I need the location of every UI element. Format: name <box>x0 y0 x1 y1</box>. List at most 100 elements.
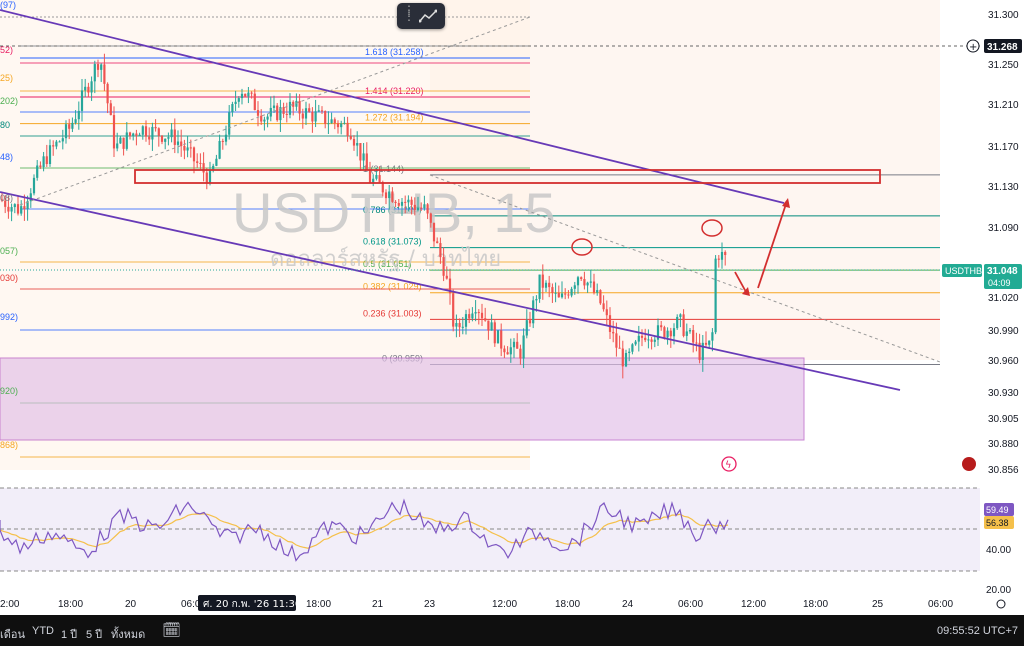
rsi-line <box>0 498 729 562</box>
candle-body <box>64 124 68 139</box>
candle-body <box>676 316 679 329</box>
candle-body <box>413 204 416 211</box>
candle-body <box>349 136 352 139</box>
candle-body <box>13 204 16 208</box>
calendar-icon[interactable]: 🗓 <box>162 621 182 639</box>
candle-body <box>80 90 84 111</box>
candle-body <box>605 309 608 316</box>
candle-body <box>173 129 176 145</box>
candle-body <box>48 145 52 165</box>
candle-body <box>96 64 100 70</box>
candle-body <box>247 92 250 97</box>
candle-body <box>644 337 647 341</box>
range-all[interactable]: ทั้งหมด <box>111 629 146 641</box>
rsi-signal-line <box>0 513 729 549</box>
fib-level-label: 1.618 (31.258) <box>365 47 424 57</box>
candle-body <box>29 193 32 202</box>
candle-body <box>711 332 714 341</box>
candle-body <box>196 161 199 163</box>
candle-body <box>628 351 631 353</box>
candle-body <box>55 141 58 147</box>
candle-body <box>199 162 202 164</box>
us-flag-icon <box>962 457 976 471</box>
x-tick-label: 25 <box>872 599 884 610</box>
candle-body <box>493 322 496 344</box>
candle-body <box>237 98 240 102</box>
y-tick-label: 31.090 <box>988 223 1019 234</box>
range-5y[interactable]: 5 ปี <box>86 629 103 641</box>
candle-body <box>192 147 196 162</box>
candle-body <box>298 100 301 114</box>
candle-body <box>592 281 596 293</box>
candle-body <box>352 138 356 146</box>
candle-body <box>279 107 282 121</box>
candle-body <box>544 282 548 288</box>
drawing-toolbar-button[interactable]: ⋮ ⋮ <box>397 3 445 29</box>
candle-body <box>23 206 26 209</box>
candle-body <box>84 86 87 91</box>
candle-body <box>170 129 173 138</box>
x-tick-label: 12:00 <box>741 599 766 610</box>
candle-body <box>218 140 221 159</box>
candle-body <box>455 323 458 327</box>
candle-body <box>640 335 644 338</box>
candle-body <box>720 251 724 260</box>
candle-body <box>253 93 256 111</box>
candle-body <box>474 312 477 314</box>
candle-body <box>32 177 36 194</box>
candle-body <box>42 156 45 168</box>
price-chart[interactable]: 1.618 (31.258)1.414 (31.220)1.272 (31.19… <box>0 0 1024 615</box>
x-tick-label: 20 <box>125 599 137 610</box>
rsi-tick-label: 20.00 <box>986 585 1011 596</box>
candle-body <box>458 323 461 328</box>
candle-body <box>330 119 333 124</box>
candle-body <box>445 275 448 279</box>
candle-body <box>525 320 528 336</box>
candle-body <box>282 107 285 114</box>
candle-body <box>183 146 186 151</box>
candle-body <box>276 105 279 121</box>
candle-body <box>52 145 55 147</box>
candle-body <box>256 110 260 116</box>
candle-body <box>404 201 407 203</box>
y-tick-label: 31.210 <box>988 100 1019 111</box>
candle-body <box>263 119 266 122</box>
candle-body <box>215 158 218 166</box>
candle-body <box>471 313 474 319</box>
candle-body <box>448 278 452 294</box>
candle-body <box>522 335 525 359</box>
candle-body <box>157 128 160 136</box>
candle-body <box>468 314 471 319</box>
candle-body <box>365 153 368 170</box>
y-tick-label: 31.130 <box>988 182 1019 193</box>
clock-time[interactable]: 09:55:52 UTC+7 <box>937 625 1019 637</box>
candle-body <box>580 277 583 279</box>
y-tick-label: 31.300 <box>988 10 1019 21</box>
candle-body <box>212 165 215 170</box>
range-month[interactable]: เดือน <box>0 629 26 641</box>
peak-circle <box>571 238 593 256</box>
fib-level-label: 0.618 (31.073) <box>363 237 422 247</box>
left-fib-label: 80 <box>0 120 10 130</box>
candle-body <box>420 207 423 209</box>
candle-body <box>224 134 228 142</box>
candle-body <box>301 113 304 119</box>
fib-level-label: 1 (31.144) <box>363 164 404 174</box>
candle-body <box>372 178 375 183</box>
candle-body <box>343 122 346 124</box>
arrow-up-head <box>782 198 790 208</box>
candle-body <box>477 312 480 314</box>
candle-body <box>144 126 148 137</box>
candle-body <box>202 163 205 173</box>
candle-body <box>260 115 263 122</box>
range-1y[interactable]: 1 ปี <box>61 629 78 641</box>
candle-body <box>231 104 234 113</box>
candle-body <box>596 290 599 293</box>
rsi-value-label: 59.49 <box>986 505 1009 515</box>
candle-body <box>128 132 132 137</box>
candle-body <box>311 111 314 122</box>
candle-body <box>615 333 618 348</box>
range-ytd[interactable]: YTD <box>32 625 54 637</box>
drag-handle-icon[interactable]: ⋮ ⋮ <box>403 3 415 23</box>
